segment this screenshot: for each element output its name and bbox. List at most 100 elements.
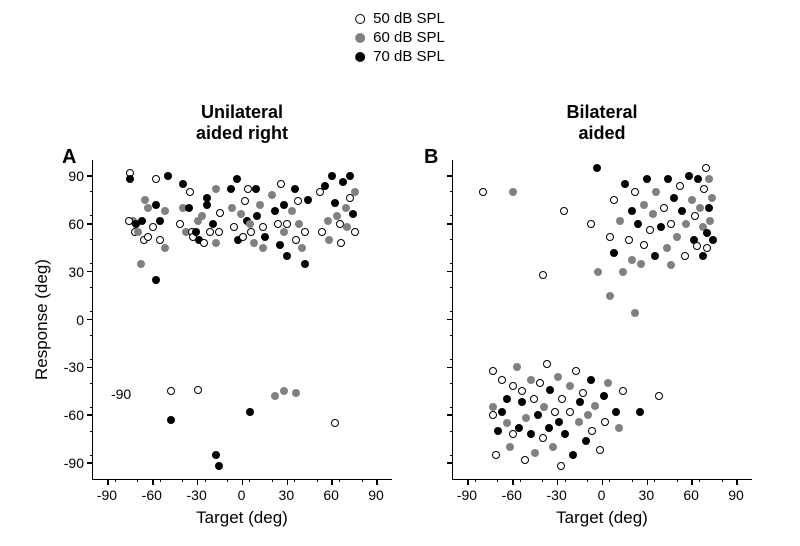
x-minor-tick bbox=[520, 479, 521, 482]
scatter-point bbox=[283, 220, 291, 228]
scatter-point bbox=[230, 223, 238, 231]
scatter-point bbox=[346, 172, 354, 180]
scatter-point bbox=[643, 175, 651, 183]
scatter-point bbox=[342, 204, 350, 212]
scatter-point bbox=[138, 217, 146, 225]
scatter-point bbox=[339, 178, 347, 186]
scatter-point bbox=[561, 430, 569, 438]
legend-marker-70 bbox=[355, 52, 365, 62]
scatter-point bbox=[494, 427, 502, 435]
scatter-point bbox=[331, 199, 339, 207]
scatter-plot-a: -90 bbox=[92, 160, 392, 480]
scatter-point bbox=[700, 185, 708, 193]
y-tick bbox=[447, 223, 453, 225]
scatter-point bbox=[663, 244, 671, 252]
panel-b-title-line1: Bilateral bbox=[566, 102, 637, 122]
legend-label-60: 60 dB SPL bbox=[373, 29, 445, 46]
scatter-point bbox=[612, 408, 620, 416]
x-minor-tick bbox=[654, 479, 655, 482]
scatter-point bbox=[489, 367, 497, 375]
y-minor-tick bbox=[450, 263, 453, 264]
scatter-point bbox=[349, 210, 357, 218]
panel-a-title-line1: Unilateral bbox=[201, 102, 283, 122]
y-tick-label: 60 bbox=[50, 216, 84, 232]
scatter-point bbox=[660, 204, 668, 212]
scatter-point bbox=[295, 220, 303, 228]
x-tick-label: -30 bbox=[187, 487, 207, 503]
scatter-point bbox=[152, 276, 160, 284]
y-tick-label: -60 bbox=[50, 407, 84, 423]
x-tick-label: 30 bbox=[279, 487, 295, 503]
scatter-point bbox=[141, 196, 149, 204]
y-minor-tick bbox=[450, 455, 453, 456]
x-tick-label: 30 bbox=[639, 487, 655, 503]
scatter-point bbox=[283, 252, 291, 260]
scatter-point bbox=[566, 382, 574, 390]
x-tick bbox=[152, 479, 154, 485]
scatter-point bbox=[625, 236, 633, 244]
scatter-point bbox=[156, 217, 164, 225]
scatter-point bbox=[693, 242, 701, 250]
x-minor-tick bbox=[542, 479, 543, 482]
legend-item-60: 60 dB SPL bbox=[355, 29, 445, 46]
scatter-point bbox=[291, 185, 299, 193]
scatter-point bbox=[304, 196, 312, 204]
scatter-point bbox=[164, 172, 172, 180]
scatter-point bbox=[699, 252, 707, 260]
scatter-point bbox=[705, 204, 713, 212]
scatter-point bbox=[212, 185, 220, 193]
panel-a-title-line2: aided right bbox=[196, 123, 288, 143]
scatter-point bbox=[694, 175, 702, 183]
scatter-point bbox=[657, 223, 665, 231]
x-tick bbox=[512, 479, 514, 485]
scatter-point bbox=[685, 172, 693, 180]
scatter-point bbox=[149, 223, 157, 231]
scatter-point bbox=[682, 220, 690, 228]
y-minor-tick bbox=[450, 239, 453, 240]
scatter-point bbox=[206, 228, 214, 236]
x-minor-tick bbox=[565, 479, 566, 482]
y-tick-label: 90 bbox=[50, 168, 84, 184]
x-tick-label: -60 bbox=[502, 487, 522, 503]
scatter-point bbox=[518, 398, 526, 406]
scatter-point bbox=[498, 376, 506, 384]
x-tick bbox=[197, 479, 199, 485]
scatter-point bbox=[137, 260, 145, 268]
scatter-point bbox=[331, 419, 339, 427]
y-tick bbox=[87, 462, 93, 464]
y-minor-tick bbox=[450, 359, 453, 360]
scatter-point bbox=[587, 220, 595, 228]
scatter-point bbox=[200, 239, 208, 247]
scatter-point bbox=[515, 424, 523, 432]
scatter-point bbox=[152, 175, 160, 183]
scatter-point bbox=[134, 228, 142, 236]
scatter-point bbox=[557, 462, 565, 470]
x-minor-tick bbox=[475, 479, 476, 482]
x-minor-tick bbox=[609, 479, 610, 482]
y-minor-tick bbox=[90, 311, 93, 312]
x-minor-tick bbox=[587, 479, 588, 482]
y-tick bbox=[447, 367, 453, 369]
scatter-point bbox=[167, 416, 175, 424]
y-minor-tick bbox=[90, 335, 93, 336]
y-minor-tick bbox=[450, 311, 453, 312]
scatter-point bbox=[604, 379, 612, 387]
scatter-point bbox=[543, 360, 551, 368]
scatter-point bbox=[640, 201, 648, 209]
scatter-point bbox=[509, 430, 517, 438]
scatter-point bbox=[321, 182, 329, 190]
x-minor-tick bbox=[137, 479, 138, 482]
scatter-point bbox=[351, 188, 359, 196]
scatter-point bbox=[185, 204, 193, 212]
scatter-point bbox=[239, 233, 247, 241]
x-axis-label-b: Target (deg) bbox=[452, 508, 752, 528]
scatter-point bbox=[209, 220, 217, 228]
scatter-point bbox=[125, 217, 133, 225]
scatter-point bbox=[256, 201, 264, 209]
x-minor-tick bbox=[677, 479, 678, 482]
scatter-point bbox=[351, 228, 359, 236]
y-minor-tick bbox=[450, 407, 453, 408]
scatter-point bbox=[522, 414, 530, 422]
x-tick bbox=[467, 479, 469, 485]
scatter-point bbox=[572, 367, 580, 375]
